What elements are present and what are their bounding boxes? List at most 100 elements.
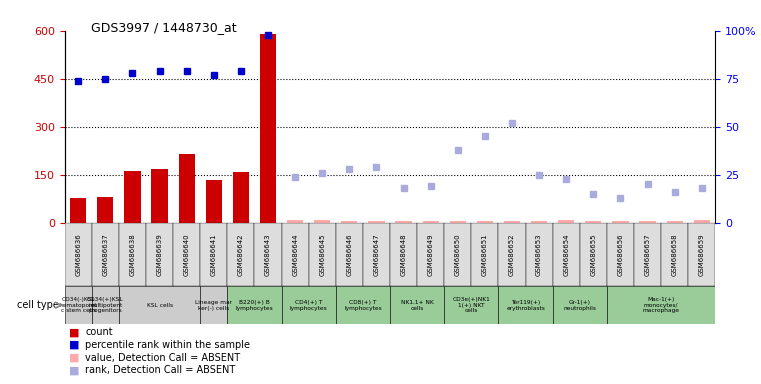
Text: GSM686645: GSM686645 (319, 233, 325, 275)
Bar (639, 221, 656, 223)
Bar (65, 223, 92, 286)
Bar (309, 223, 336, 286)
Bar (580, 223, 607, 286)
Bar (363, 223, 390, 286)
Text: Ter119(+)
erythroblasts: Ter119(+) erythroblasts (506, 300, 545, 311)
Bar (417, 223, 444, 286)
Text: NK1.1+ NK
cells: NK1.1+ NK cells (401, 300, 434, 311)
Text: GDS3997 / 1448730_at: GDS3997 / 1448730_at (91, 21, 237, 34)
Text: ■: ■ (68, 365, 79, 375)
Bar (205, 180, 222, 223)
Bar (661, 223, 688, 286)
Text: rank, Detection Call = ABSENT: rank, Detection Call = ABSENT (85, 365, 235, 375)
Bar (450, 221, 466, 223)
Text: cell type: cell type (18, 300, 59, 310)
Text: GSM686649: GSM686649 (428, 233, 434, 276)
Bar (498, 223, 526, 286)
Text: Gr-1(+)
neutrophils: Gr-1(+) neutrophils (563, 300, 597, 311)
Bar (526, 223, 552, 286)
Text: KSL cells: KSL cells (147, 303, 173, 308)
Bar (444, 286, 498, 324)
Text: GSM686653: GSM686653 (536, 233, 542, 276)
Bar (471, 223, 498, 286)
Bar (233, 172, 249, 223)
Text: GSM686641: GSM686641 (211, 233, 217, 276)
Bar (341, 221, 358, 223)
Bar (174, 223, 200, 286)
Bar (607, 223, 634, 286)
Bar (119, 223, 146, 286)
Text: GSM686658: GSM686658 (672, 233, 678, 276)
Text: GSM686655: GSM686655 (591, 233, 597, 275)
Bar (422, 221, 439, 223)
Bar (228, 223, 254, 286)
Bar (607, 286, 715, 324)
Bar (368, 221, 384, 223)
Text: CD3e(+)NK1
1(+) NKT
cells: CD3e(+)NK1 1(+) NKT cells (453, 297, 490, 313)
Bar (254, 223, 282, 286)
Text: count: count (85, 327, 113, 337)
Text: GSM686642: GSM686642 (238, 233, 244, 275)
Text: GSM686654: GSM686654 (563, 233, 569, 275)
Bar (390, 223, 417, 286)
Text: GSM686657: GSM686657 (645, 233, 651, 276)
Bar (667, 221, 683, 223)
Bar (585, 221, 601, 223)
Bar (531, 221, 547, 223)
Bar (287, 220, 303, 223)
Bar (228, 286, 282, 324)
Text: GSM686637: GSM686637 (102, 233, 108, 276)
Bar (146, 223, 174, 286)
Bar (179, 154, 195, 223)
Bar (634, 223, 661, 286)
Bar (314, 220, 330, 223)
Bar (200, 286, 228, 324)
Bar (552, 286, 607, 324)
Bar (282, 286, 336, 324)
Text: B220(+) B
lymphocytes: B220(+) B lymphocytes (236, 300, 273, 311)
Bar (124, 171, 141, 223)
Text: ■: ■ (68, 353, 79, 362)
Bar (504, 221, 521, 223)
Bar (119, 286, 200, 324)
Text: GSM686648: GSM686648 (400, 233, 406, 276)
Text: GSM686639: GSM686639 (157, 233, 163, 276)
Text: ■: ■ (68, 327, 79, 337)
Text: CD8(+) T
lymphocytes: CD8(+) T lymphocytes (344, 300, 382, 311)
Text: GSM686640: GSM686640 (183, 233, 189, 276)
Bar (476, 221, 493, 223)
Bar (694, 220, 710, 223)
Text: GSM686646: GSM686646 (346, 233, 352, 276)
Text: GSM686647: GSM686647 (374, 233, 380, 276)
Bar (396, 221, 412, 223)
Bar (336, 286, 390, 324)
Bar (336, 223, 363, 286)
Text: percentile rank within the sample: percentile rank within the sample (85, 340, 250, 350)
Text: GSM686652: GSM686652 (509, 233, 515, 275)
Bar (151, 169, 167, 223)
Bar (558, 220, 575, 223)
Bar (200, 223, 228, 286)
Text: ■: ■ (68, 340, 79, 350)
Text: Mac-1(+)
monocytes/
macrophage: Mac-1(+) monocytes/ macrophage (642, 297, 680, 313)
Text: Lineage mar
ker(-) cells: Lineage mar ker(-) cells (196, 300, 232, 311)
Bar (65, 286, 92, 324)
Text: GSM686651: GSM686651 (482, 233, 488, 276)
Text: GSM686650: GSM686650 (455, 233, 461, 276)
Bar (282, 223, 309, 286)
Text: value, Detection Call = ABSENT: value, Detection Call = ABSENT (85, 353, 240, 362)
Bar (444, 223, 471, 286)
Text: CD34(-)KSL
hematopoiet
c stem cells: CD34(-)KSL hematopoiet c stem cells (59, 297, 97, 313)
Text: GSM686644: GSM686644 (292, 233, 298, 275)
Text: GSM686638: GSM686638 (129, 233, 135, 276)
Text: CD34(+)KSL
multipotent
progenitors: CD34(+)KSL multipotent progenitors (87, 297, 124, 313)
Bar (688, 223, 715, 286)
Text: GSM686643: GSM686643 (265, 233, 271, 276)
Bar (613, 221, 629, 223)
Text: CD4(+) T
lymphocytes: CD4(+) T lymphocytes (290, 300, 327, 311)
Bar (498, 286, 552, 324)
Bar (390, 286, 444, 324)
Bar (552, 223, 580, 286)
Text: GSM686656: GSM686656 (617, 233, 623, 276)
Bar (92, 286, 119, 324)
